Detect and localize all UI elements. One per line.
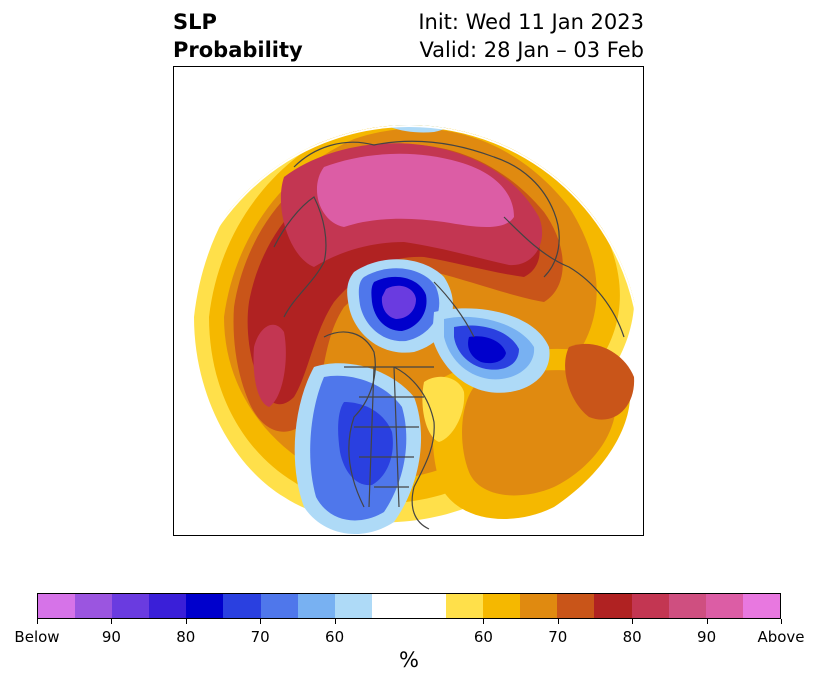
colorbar-cell (149, 594, 187, 618)
colorbar-tick-label: 60 (473, 628, 493, 646)
below-normal-north-america (294, 363, 422, 534)
colorbar-tickmark (483, 619, 485, 624)
colorbar-tickmark (111, 619, 113, 624)
below-normal-arctic (347, 259, 453, 353)
colorbar-tickmark (781, 619, 782, 624)
colorbar-tickmark (334, 619, 336, 624)
below-normal-barents (353, 125, 470, 133)
colorbar-tickmark (260, 619, 262, 624)
colorbar-cell (297, 594, 335, 618)
colorbar-tick-label: 70 (548, 628, 568, 646)
title-product: Probability (173, 38, 303, 62)
colorbar-tick-label: 60 (325, 628, 345, 646)
colorbar-cell (705, 594, 743, 618)
above-normal-pacific (422, 343, 635, 519)
colorbar-cell (186, 594, 224, 618)
colorbar-tickmark (632, 619, 634, 624)
colorbar-cell (112, 594, 150, 618)
init-date: Init: Wed 11 Jan 2023 (418, 10, 644, 34)
colorbar-cell (334, 594, 372, 618)
colorbar-tick-label: 80 (176, 628, 196, 646)
valid-date: Valid: 28 Jan – 03 Feb (419, 38, 644, 62)
colorbar-unit: % (399, 648, 419, 672)
colorbar-cell (371, 594, 409, 618)
colorbar-tickmark (37, 619, 38, 624)
colorbar-tick-label: 90 (101, 628, 121, 646)
colorbar-cell (742, 594, 780, 618)
below-normal-pacific-low (432, 308, 550, 393)
colorbar-tick-label: 80 (622, 628, 642, 646)
colorbar-tickmark (185, 619, 187, 624)
colorbar-cell (520, 594, 558, 618)
colorbar-tickmark (706, 619, 708, 624)
colorbar-cell (223, 594, 261, 618)
colorbar-cell (557, 594, 595, 618)
colorbar-tick-label: 90 (697, 628, 717, 646)
colorbar-cell (668, 594, 706, 618)
colorbar-cell (38, 594, 76, 618)
colorbar-tick-label: Below (14, 628, 60, 646)
colorbar-cell (75, 594, 113, 618)
colorbar-cell (408, 594, 447, 618)
colorbar-cell (446, 594, 484, 618)
colorbar-cell (483, 594, 521, 618)
colorbar-cell (260, 594, 298, 618)
chart-title: SLP Probability (173, 8, 303, 64)
forecast-dates: Init: Wed 11 Jan 2023 Valid: 28 Jan – 03… (418, 8, 644, 64)
colorbar-cell (594, 594, 632, 618)
colorbar-tick-label: Above (757, 628, 805, 646)
title-variable: SLP (173, 10, 217, 34)
colorbar-tick-label: 70 (250, 628, 270, 646)
colorbar (37, 593, 781, 619)
polar-map-svg (177, 125, 641, 535)
probability-map (173, 66, 644, 536)
colorbar-cell (631, 594, 669, 618)
colorbar-tickmark (557, 619, 559, 624)
